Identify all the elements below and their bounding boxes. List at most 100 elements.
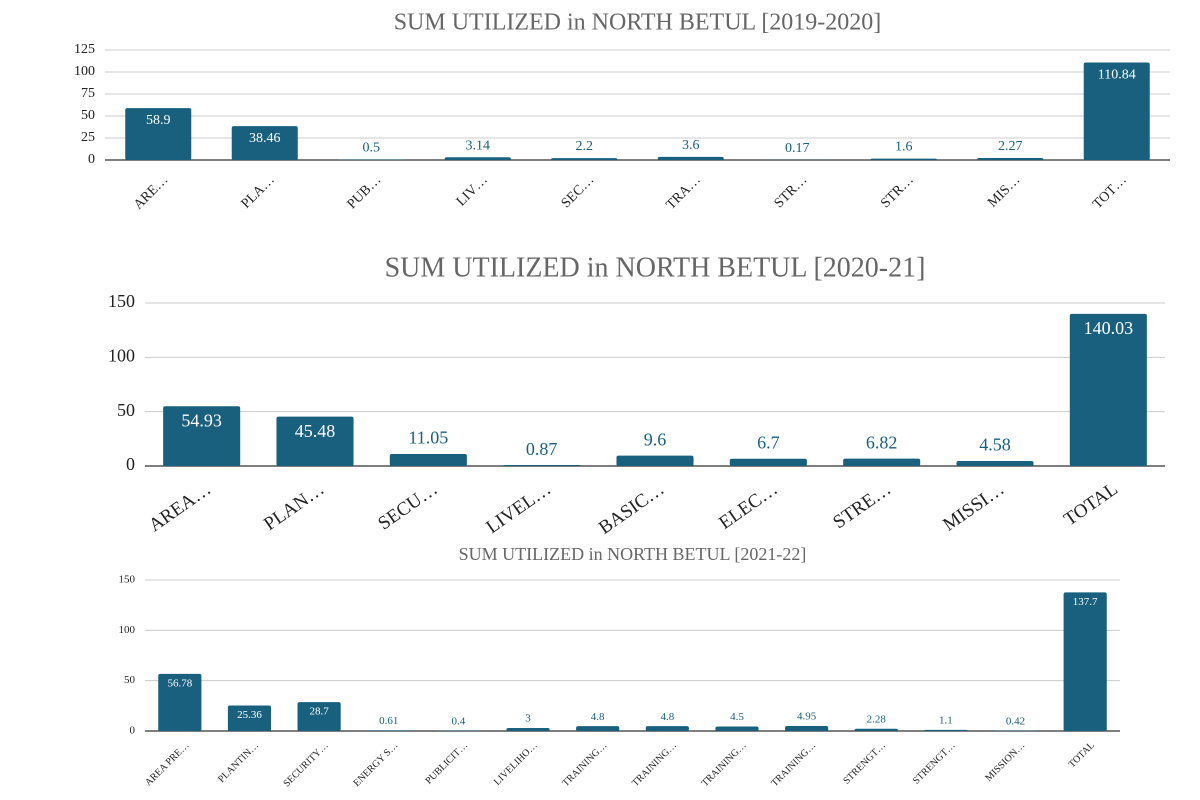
value-label: 45.48	[295, 421, 336, 441]
value-label: 6.7	[757, 432, 780, 452]
bar	[125, 108, 192, 160]
bar	[854, 728, 898, 731]
bar	[276, 416, 354, 466]
value-label: 4.95	[797, 711, 817, 723]
x-tick-label: SECURITY…	[281, 740, 330, 789]
y-tick-label: 0	[126, 454, 135, 474]
x-tick-label: TOTAL	[1067, 740, 1097, 770]
value-label: 2.2	[576, 139, 594, 154]
value-label: 38.46	[249, 131, 281, 146]
value-label: 25.36	[237, 709, 262, 721]
value-label: 4.8	[591, 711, 605, 723]
value-label: 3.14	[466, 138, 491, 153]
value-label: 58.9	[146, 113, 171, 128]
bar	[870, 158, 937, 160]
bar	[231, 126, 298, 160]
y-tick-label: 0	[130, 725, 136, 737]
value-label: 4.5	[730, 711, 744, 723]
x-tick-label: PLA…	[239, 172, 278, 211]
x-tick-label: AREA PRE…	[143, 740, 191, 788]
x-tick-label: LIVEL…	[482, 478, 555, 538]
x-tick-label: LIV…	[454, 172, 491, 209]
bar	[444, 157, 511, 160]
bar	[551, 158, 618, 160]
y-tick-label: 100	[108, 345, 135, 365]
y-tick-label: 125	[74, 42, 95, 57]
x-tick-label: TRA…	[664, 172, 704, 212]
value-label: 4.58	[979, 435, 1011, 455]
x-tick-label: STRENGT…	[911, 740, 958, 787]
bar	[645, 726, 689, 731]
bar	[227, 705, 272, 731]
chart-title: SUM UTILIZED in NORTH BETUL [2019-2020]	[394, 10, 882, 36]
y-tick-label: 150	[108, 291, 135, 311]
value-label: 0.42	[1006, 715, 1025, 727]
bar	[503, 465, 581, 466]
x-tick-label: TRAINING…	[630, 740, 679, 789]
x-tick-label: PUB…	[345, 172, 385, 212]
y-tick-label: 75	[81, 86, 95, 101]
x-tick-label: PLANTIN…	[216, 740, 261, 785]
bar	[1083, 62, 1150, 160]
bar	[1069, 313, 1147, 466]
value-label: 1.6	[895, 140, 913, 155]
bar	[715, 726, 759, 731]
x-tick-label: TRAINING…	[700, 740, 749, 789]
value-label: 56.78	[167, 677, 192, 689]
value-label: 0.61	[379, 715, 398, 727]
bar	[506, 727, 550, 731]
y-tick-label: 100	[74, 64, 95, 79]
x-tick-label: LIVELIHO…	[492, 740, 540, 788]
x-tick-label: BASIC…	[595, 478, 668, 538]
value-label: 4.8	[660, 711, 674, 723]
bar	[924, 729, 968, 731]
y-tick-label: 25	[81, 130, 95, 145]
x-tick-label: TRAINING…	[769, 740, 818, 789]
value-label: 140.03	[1084, 318, 1134, 338]
value-label: 28.7	[309, 706, 329, 718]
x-tick-label: PUBLICIT…	[423, 740, 470, 787]
value-label: 54.93	[181, 411, 222, 431]
bar	[163, 406, 241, 466]
y-tick-label: 50	[81, 108, 95, 123]
x-tick-label: ELEC…	[715, 478, 782, 533]
x-tick-label: STRE…	[829, 478, 895, 533]
chart-title: SUM UTILIZED in NORTH BETUL [2021-22]	[459, 544, 807, 564]
value-label: 2.28	[867, 713, 887, 725]
bar	[367, 730, 411, 731]
bar	[616, 455, 694, 466]
value-label: 0.87	[526, 439, 558, 459]
value-label: 110.84	[1098, 67, 1136, 82]
bar	[977, 158, 1044, 160]
x-tick-label: ENERGY S…	[352, 740, 401, 789]
x-tick-label: PLAN…	[260, 478, 328, 535]
value-label: 1.1	[939, 715, 953, 727]
x-tick-label: STRENGT…	[841, 740, 888, 787]
value-label: 3.6	[682, 138, 700, 153]
bar	[158, 673, 202, 731]
x-tick-label: STR…	[878, 172, 917, 211]
x-tick-label: ARE…	[131, 172, 171, 212]
value-label: 0.17	[785, 141, 810, 156]
y-tick-label: 150	[119, 574, 136, 586]
bar	[297, 702, 341, 731]
x-tick-label: MISSI…	[939, 478, 1008, 535]
x-tick-label: SEC…	[559, 172, 598, 211]
bar	[1063, 592, 1107, 731]
x-tick-label: TOT…	[1090, 172, 1130, 212]
bar	[956, 461, 1034, 466]
y-tick-label: 50	[117, 400, 135, 420]
y-tick-label: 100	[119, 624, 136, 636]
value-label: 2.27	[998, 139, 1023, 154]
value-label: 3	[525, 713, 531, 725]
x-tick-label: AREA…	[145, 478, 215, 536]
value-label: 137.7	[1073, 596, 1098, 608]
x-tick-label: TOTAL	[1060, 478, 1122, 530]
x-tick-label: TRAINING…	[560, 740, 609, 789]
chart-title: SUM UTILIZED in NORTH BETUL [2020-21]	[385, 252, 926, 283]
x-tick-label: STR…	[772, 172, 811, 211]
y-tick-label: 0	[88, 152, 95, 167]
bar	[576, 726, 620, 731]
value-label: 6.82	[866, 432, 898, 452]
